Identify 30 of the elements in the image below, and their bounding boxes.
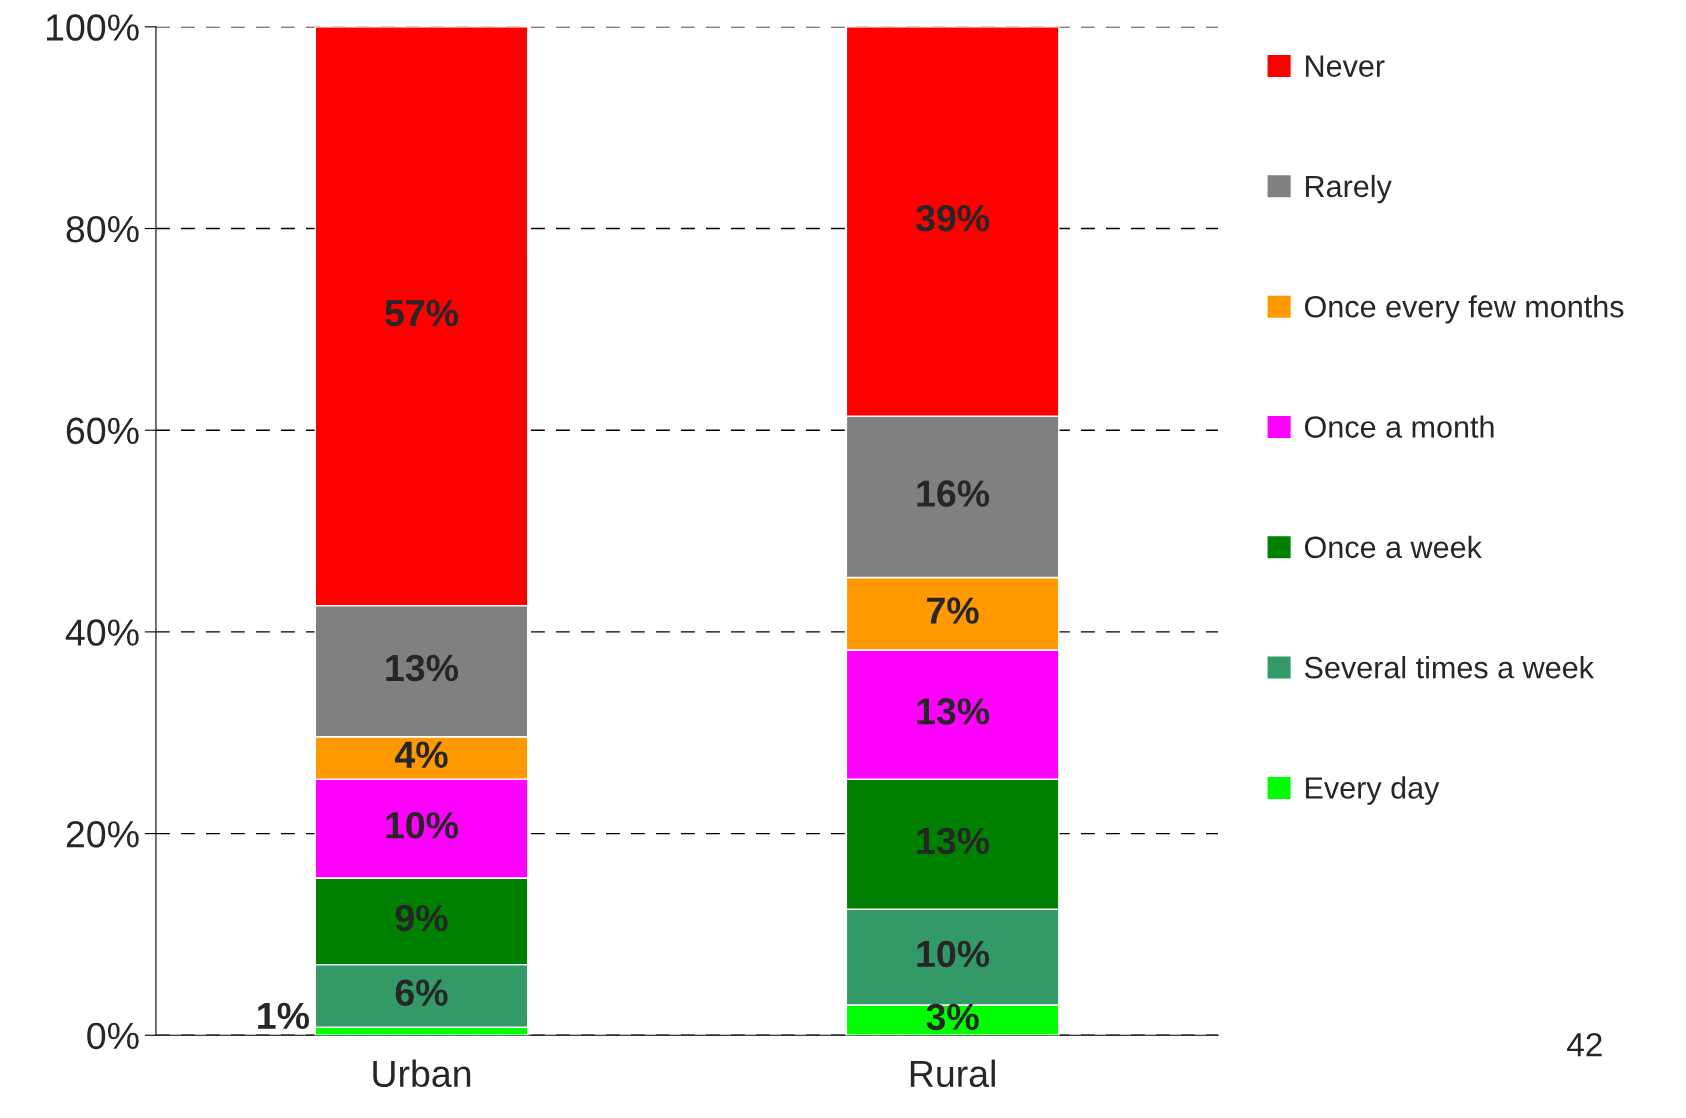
y-tick-label: 20% xyxy=(66,820,139,848)
x-tick-label: Rural xyxy=(910,1059,995,1088)
y-tick-label: 100% xyxy=(46,14,139,41)
legend-label: Once a week xyxy=(1304,535,1482,559)
legend-label: Never xyxy=(1306,55,1385,77)
y-tick-label: 80% xyxy=(66,215,139,243)
y-tick-label: 40% xyxy=(65,619,139,646)
data-label: 13% xyxy=(917,698,990,725)
data-label: 13% xyxy=(386,654,459,682)
data-label: 10% xyxy=(386,812,459,839)
text: 42 xyxy=(1567,1032,1602,1057)
legend-label: Several times a week xyxy=(1304,656,1594,679)
data-label: 16% xyxy=(917,480,990,507)
legend-label: Every day xyxy=(1306,776,1440,805)
legend-label: Once a month xyxy=(1304,415,1494,438)
y-tick-label: 0% xyxy=(87,1022,139,1050)
data-label: 4% xyxy=(394,741,448,768)
x-tick-label: Urban xyxy=(373,1059,471,1088)
data-label: 39% xyxy=(915,204,990,232)
y-tick-label: 60% xyxy=(66,417,139,445)
data-label: 6% xyxy=(395,979,448,1007)
data-label: 10% xyxy=(917,940,990,968)
data-label: 1% xyxy=(258,1002,309,1030)
data-label: 3% xyxy=(926,1003,979,1031)
legend-label: Rarely xyxy=(1306,174,1392,204)
data-label: 7% xyxy=(927,597,979,624)
data-label: 57% xyxy=(385,299,459,327)
data-label: 13% xyxy=(917,827,990,855)
legend-label: Once every few months xyxy=(1304,295,1624,324)
data-label: 9% xyxy=(395,904,448,932)
